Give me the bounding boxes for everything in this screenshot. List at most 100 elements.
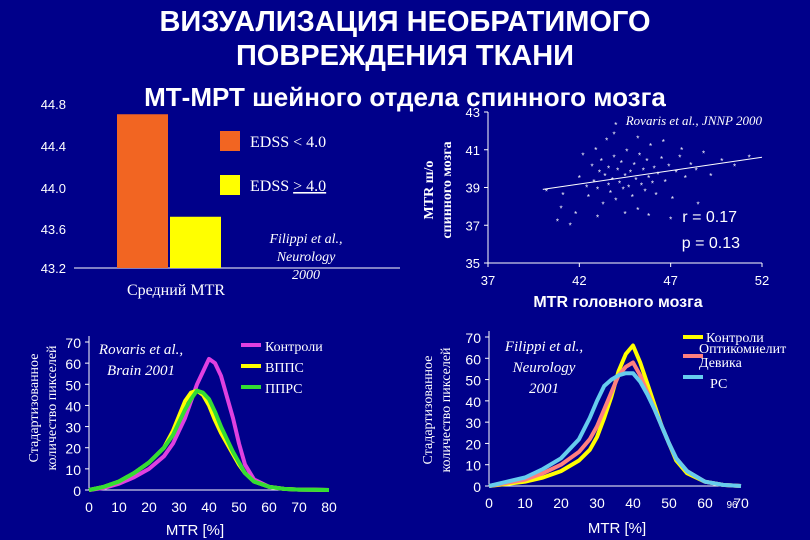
hist-left-x-tick-label: 20 [141, 499, 157, 515]
scatter-y-label: MTR ш/о [422, 161, 437, 220]
scatter-point: * [629, 168, 632, 177]
scatter-point: * [620, 159, 623, 168]
scatter-point: * [622, 185, 625, 194]
scatter-point: * [660, 155, 663, 164]
hist-right-x-tick-label: 60 [697, 495, 713, 511]
hist-right-citation: Neurology [512, 360, 576, 376]
hist-left-legend-label: Контроли [265, 340, 323, 355]
scatter-point: * [664, 178, 667, 187]
hist-right-y-tick-label: 30 [465, 415, 481, 431]
hist-left-x-tick-label: 0 [85, 499, 93, 515]
scatter-point: * [616, 167, 619, 176]
hist-left-y-tick-label: 40 [65, 398, 81, 414]
scatter-point: * [618, 180, 621, 189]
scatter-point: * [578, 174, 581, 183]
scatter-point: * [649, 142, 652, 151]
scatter-point: * [569, 221, 572, 230]
scatter-stat-p: p = 0.13 [682, 235, 740, 252]
bar-y-tick-label: 44.4 [41, 139, 66, 154]
scatter-point: * [653, 165, 656, 174]
title-line-3: МТ-МРТ шейного отдела спинного мозга [144, 82, 666, 112]
bar-x-label: Средний MTR [127, 282, 225, 299]
hist-left-y-label: Стадартизованное [27, 354, 42, 463]
scatter-point: * [614, 197, 617, 206]
hist-left-y-tick-label: 30 [65, 420, 81, 436]
scatter-point: * [702, 150, 705, 159]
hist-right-y-tick-label: 20 [465, 436, 481, 452]
scatter-point: * [633, 161, 636, 170]
scatter-point: * [612, 153, 615, 162]
scatter-point: * [640, 182, 643, 191]
scatter-point: * [609, 189, 612, 198]
hist-right-x-tick-label: 70 [733, 495, 749, 511]
scatter-trend-line [542, 156, 763, 190]
hist-left-x-tick-label: 60 [261, 499, 277, 515]
scatter-point: * [678, 153, 681, 162]
scatter-point: * [596, 185, 599, 194]
scatter-point: * [651, 180, 654, 189]
hist-left-x-tick-label: 40 [201, 499, 217, 515]
hist-left-y-label: количество пикселей [45, 345, 60, 471]
hist-right-y-tick-label: 50 [465, 373, 481, 389]
scatter-point: * [720, 157, 723, 166]
hist-right-x-tick-label: 0 [485, 495, 493, 511]
scatter-point: * [603, 172, 606, 181]
scatter-point: * [607, 165, 610, 174]
scatter-point: * [697, 200, 700, 209]
bar-edss-high [170, 216, 221, 268]
scatter-y-tick-label: 35 [466, 256, 480, 271]
hist-right-legend-label: Контроли [706, 331, 764, 346]
scatter-point: * [636, 206, 639, 215]
bar-citation: 2000 [292, 268, 320, 283]
hist-left-x-tick-label: 10 [111, 499, 127, 515]
scatter-point: * [645, 157, 648, 166]
scatter-x-tick-label: 47 [663, 273, 677, 288]
hist-left-series-line [88, 388, 330, 492]
scatter-point: * [545, 187, 548, 196]
scatter-point: * [581, 151, 584, 160]
scatter-point: * [709, 172, 712, 181]
scatter-point: * [591, 163, 594, 172]
scatter-point: * [631, 193, 634, 202]
scatter-point: * [695, 167, 698, 176]
bar-y-tick-label: 43.6 [41, 222, 66, 237]
scatter-stat-r: r = 0.17 [682, 209, 737, 226]
scatter-point: * [605, 136, 608, 145]
scatter-point: * [647, 174, 650, 183]
slide-number: 96 [726, 500, 738, 511]
scatter-point: * [675, 168, 678, 177]
hist-right-citation: 2001 [529, 381, 559, 397]
bar-citation: Filippi et al., [268, 232, 342, 247]
scatter-point: * [644, 187, 647, 196]
hist-right-y-label: количество пикселей [439, 347, 454, 473]
hist-right-x-tick-label: 30 [589, 495, 605, 511]
scatter-point: * [667, 163, 670, 172]
scatter-point: * [574, 210, 577, 219]
scatter-point: * [684, 174, 687, 183]
scatter-point: * [656, 170, 659, 179]
hist-right-x-tick-label: 40 [625, 495, 641, 511]
hist-right-x-tick-label: 20 [553, 495, 569, 511]
hist-left-x-tick-label: 80 [321, 499, 337, 515]
hist-left-x-tick-label: 30 [171, 499, 187, 515]
scatter-point: * [689, 161, 692, 170]
scatter-point: * [623, 172, 626, 181]
scatter-point: * [748, 153, 751, 162]
scatter-x-label: MTR головного мозга [533, 294, 702, 311]
scatter-point: * [642, 167, 645, 176]
hist-right-legend-label: РС [710, 377, 727, 392]
hist-right-x-tick-label: 10 [517, 495, 533, 511]
hist-right-y-tick-label: 10 [465, 458, 481, 474]
hist-right-series-line [488, 371, 742, 488]
hist-left-x-tick-label: 70 [291, 499, 307, 515]
scatter-point: * [556, 217, 559, 226]
hist-left-y-tick-label: 20 [65, 441, 81, 457]
scatter-y-tick-label: 41 [466, 143, 480, 158]
hist-left-y-tick-label: 60 [65, 356, 81, 372]
scatter-point: * [636, 134, 639, 143]
scatter-point: * [612, 131, 615, 140]
bar-y-tick-label: 44.0 [41, 181, 66, 196]
scatter-point: * [625, 148, 628, 157]
scatter-point: * [594, 146, 597, 155]
hist-left-x-tick-label: 50 [231, 499, 247, 515]
